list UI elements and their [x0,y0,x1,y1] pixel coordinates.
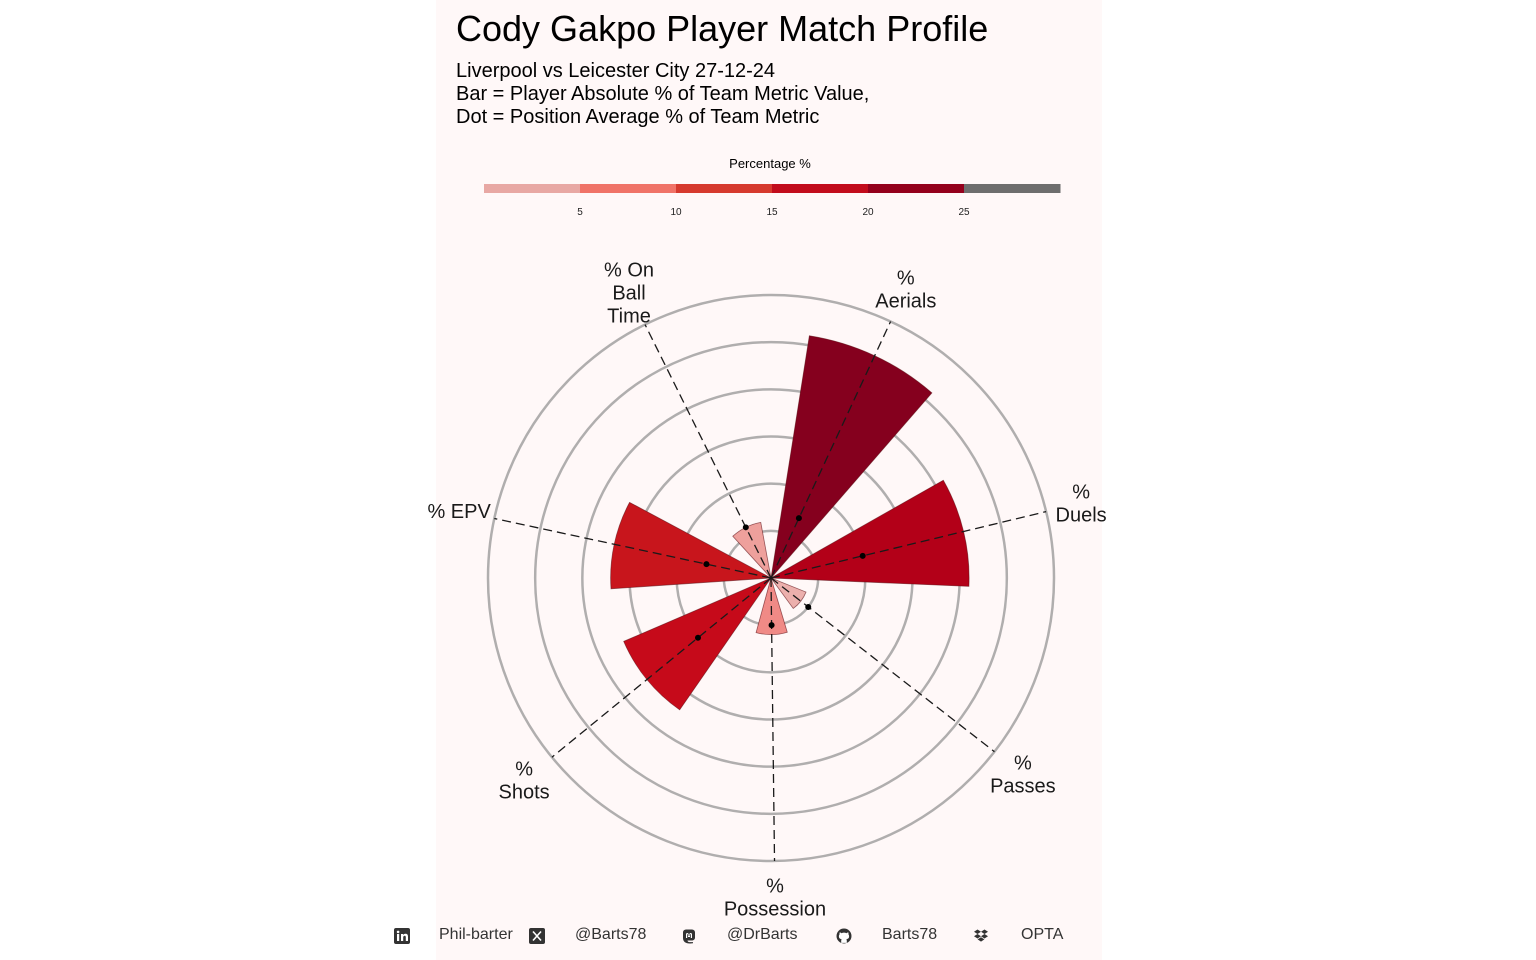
legend-swatch-3 [772,184,869,193]
category-label-6: % On Ball Time [604,259,654,327]
average-dot-1 [859,552,866,559]
grid-ring [533,340,1009,816]
legend-tick-label: 25 [958,207,970,218]
mastodon-icon[interactable] [681,928,697,944]
legend-tick-label: 5 [577,207,583,218]
bar-4 [623,577,773,711]
spoke-line [770,510,1047,579]
average-dot-2 [805,603,812,610]
dropbox-icon[interactable] [973,928,989,944]
spoke-line [644,324,772,579]
chart-title: Cody Gakpo Player Match Profile [456,8,989,49]
average-dot-3 [768,622,775,629]
spoke-line [770,321,892,579]
average-dot-5 [703,561,710,568]
legend-tick-label: 10 [670,207,682,218]
x-twitter-icon[interactable] [529,928,545,944]
bar-2 [769,577,807,610]
category-label-0: % Aerials [875,267,936,312]
spoke-line [494,517,772,579]
category-label-4: % Shots [499,758,550,803]
subtitle-line-3: Dot = Position Average % of Team Metric [456,106,820,128]
github-icon[interactable] [836,928,852,944]
footer-mastodon-label[interactable]: @DrBarts [727,926,798,943]
spoke-line [551,577,772,758]
legend-swatch-5 [964,184,1061,193]
legend-title: Percentage % [729,156,811,171]
legend-swatch-1 [580,184,677,193]
category-label-1: % Duels [1056,482,1107,527]
average-dot-4 [694,634,701,641]
category-label-2: % Passes [990,752,1056,797]
legend-swatch-4 [868,184,965,193]
grid-ring-outer [486,293,1056,863]
average-dot-0 [795,515,802,522]
legend-tick-label: 15 [766,207,778,218]
chart-panel [436,0,1102,960]
footer-data-source-label[interactable]: OPTA [1021,926,1064,943]
linkedin-icon[interactable] [394,928,410,944]
legend-swatch-2 [676,184,773,193]
footer-github-label[interactable]: Barts78 [882,926,938,943]
legend-tick-label: 20 [862,207,874,218]
subtitle-line-2: Bar = Player Absolute % of Team Metric V… [456,83,870,105]
footer-linkedin-label[interactable]: Phil-barter [439,926,513,943]
footer: Phil-barter @Barts78 @DrBarts Barts78 OP… [0,922,1536,950]
category-label-5: % EPV [427,501,491,523]
footer-twitter-label[interactable]: @Barts78 [575,926,647,943]
spoke-line [770,577,995,753]
category-label-3: % Possession [724,875,826,920]
subtitle-line-1: Liverpool vs Leicester City 27-12-24 [456,60,776,82]
legend-swatch-0 [484,184,581,193]
average-dot-6 [742,524,749,531]
